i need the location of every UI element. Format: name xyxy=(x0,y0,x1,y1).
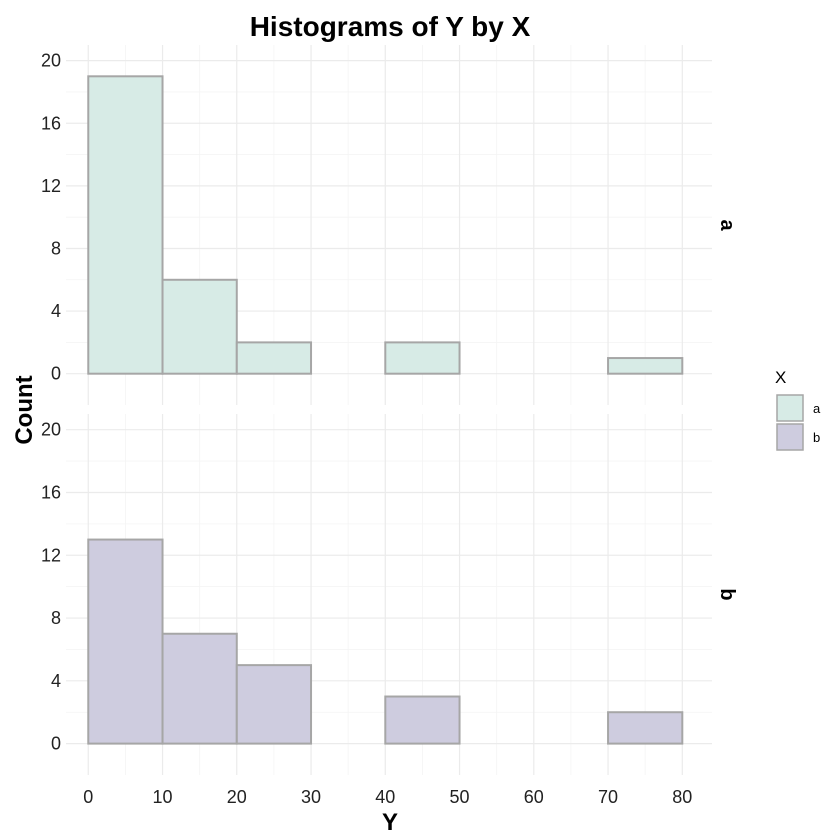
histogram-bar-b-4 xyxy=(384,695,461,745)
y-tick-label: 0 xyxy=(51,734,61,754)
facet-strip-label-b: b xyxy=(716,588,738,600)
legend-label-b: b xyxy=(813,430,820,445)
y-tick-label: 8 xyxy=(51,608,61,628)
facet-panels: 0 4 8 12 16 20 a 0 4 8 12 16 20 b xyxy=(41,45,738,775)
legend: X ab xyxy=(775,368,821,451)
x-tick-label: 30 xyxy=(301,787,321,807)
y-tick-label: 16 xyxy=(41,113,61,133)
histogram-bar-a-2 xyxy=(235,341,313,375)
y-tick-label: 20 xyxy=(41,420,61,440)
x-tick-label: 50 xyxy=(450,787,470,807)
histogram-bar-b-2 xyxy=(235,664,313,745)
x-tick-label: 10 xyxy=(153,787,173,807)
x-tick-label: 40 xyxy=(375,787,395,807)
x-tick-label: 20 xyxy=(227,787,247,807)
histogram-bar-a-4 xyxy=(384,341,461,375)
y-tick-label: 12 xyxy=(41,176,61,196)
y-axis-title: Count xyxy=(11,375,38,444)
x-axis-ticks: 0 10 20 30 40 50 60 70 80 xyxy=(83,787,692,807)
facet-panel-b: 0 4 8 12 16 20 b xyxy=(41,414,738,775)
x-tick-label: 60 xyxy=(524,787,544,807)
y-tick-label: 12 xyxy=(41,545,61,565)
histogram-bar-b-1 xyxy=(161,632,238,745)
legend-key-b xyxy=(776,423,804,451)
histogram-bar-b-7 xyxy=(607,711,684,745)
histogram-bar-a-1 xyxy=(161,278,238,375)
y-tick-label: 4 xyxy=(51,671,61,691)
histogram-bar-a-7 xyxy=(607,357,684,375)
histogram-bar-b-0 xyxy=(87,538,164,745)
x-axis-title: Y xyxy=(382,809,398,836)
x-tick-label: 80 xyxy=(672,787,692,807)
y-tick-label: 16 xyxy=(41,482,61,502)
y-tick-label: 4 xyxy=(51,301,61,321)
facet-panel-a: 0 4 8 12 16 20 a xyxy=(41,45,738,405)
chart-title: Histograms of Y by X xyxy=(250,11,531,42)
y-tick-label: 8 xyxy=(51,238,61,258)
x-tick-label: 70 xyxy=(598,787,618,807)
y-tick-label: 0 xyxy=(51,364,61,384)
facet-strip-label-a: a xyxy=(716,219,738,231)
histogram-bar-a-0 xyxy=(87,75,164,375)
legend-label-a: a xyxy=(813,401,821,416)
y-tick-label: 20 xyxy=(41,51,61,71)
legend-key-a xyxy=(776,394,804,422)
x-tick-label: 0 xyxy=(83,787,93,807)
legend-title: X xyxy=(775,368,786,387)
